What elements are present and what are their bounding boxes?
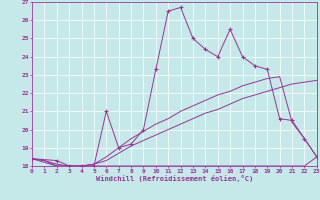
X-axis label: Windchill (Refroidissement éolien,°C): Windchill (Refroidissement éolien,°C) [96, 175, 253, 182]
